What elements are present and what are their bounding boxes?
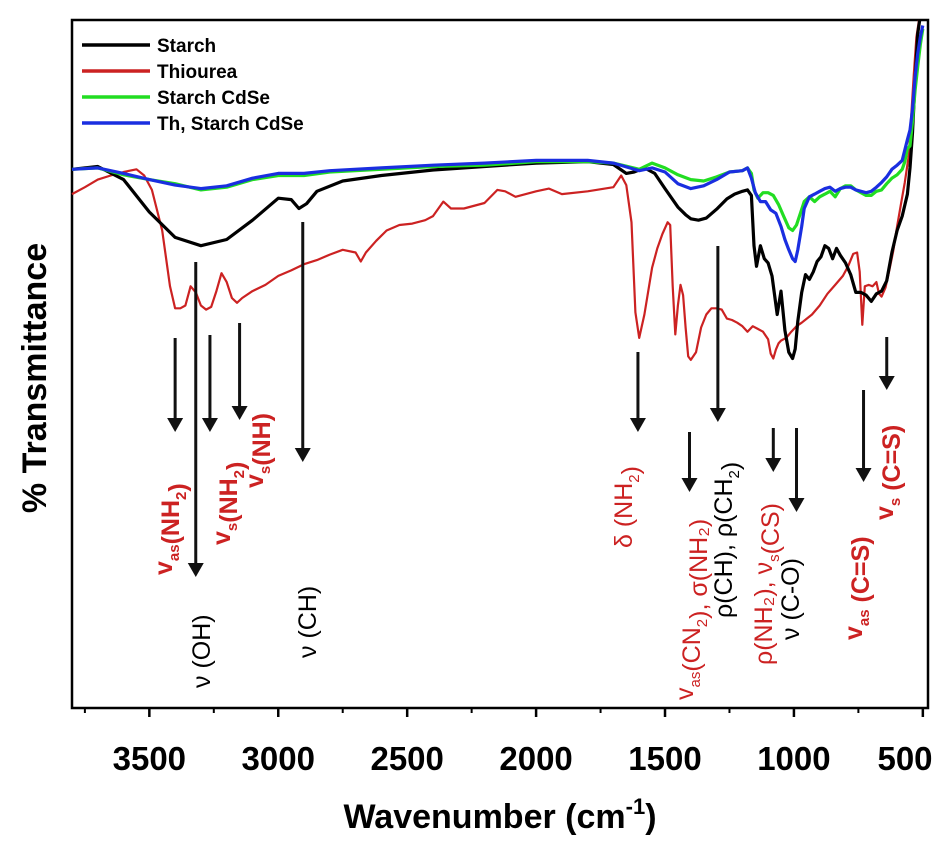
annotation-vas-cn2: vas(CN2), σ(NH₂) — [671, 519, 713, 700]
annotation-v-co: ν (C-O) — [777, 558, 805, 640]
x-tick-label-1000: 1000 — [757, 740, 830, 777]
peak-annotations: vas(NH2) vs(NH2)vs(NH) ν (OH) ν (CH) δ (NH2)… — [150, 413, 906, 700]
series-line-starch — [71, 19, 922, 361]
series-line-th-starch-cdse — [71, 25, 925, 264]
arrowhead-vs-nh2 — [201, 418, 218, 432]
annotation-vs-nh: vs(NH) — [241, 413, 276, 488]
arrowhead-vas-cn2 — [681, 478, 698, 492]
arrowhead-vs-nh — [231, 406, 248, 420]
legend: Starch Thiourea Starch CdSe Th, Starch CdSe — [82, 36, 304, 135]
annotation-v-oh: ν (OH) — [188, 614, 216, 688]
x-tick-label-3000: 3000 — [242, 740, 315, 777]
x-ticks: 3500 3000 2500 2000 1500 1000 500 — [83, 708, 933, 777]
x-axis-title: Wavenumber (cm-1) — [343, 794, 656, 836]
arrowhead-rho-nh2 — [765, 458, 782, 472]
arrowhead-vas-nh2 — [167, 418, 184, 432]
arrowhead-v-co — [788, 498, 805, 512]
legend-label: Starch — [157, 36, 216, 57]
annotation-delta-nh2: δ (NH2) — [610, 466, 645, 548]
arrowhead-vas-cs — [855, 468, 872, 482]
x-tick-label-2000: 2000 — [499, 740, 572, 777]
arrowhead-v-oh — [187, 563, 204, 577]
arrowhead-delta-nh2 — [629, 418, 646, 432]
annotation-v-ch: ν (CH) — [294, 586, 322, 658]
x-tick-label-2500: 2500 — [370, 740, 443, 777]
annotation-rho-ch: ρ(CH), ρ(CH2) — [710, 462, 745, 618]
annotation-vs-cs: vs (C=S) — [871, 425, 906, 520]
x-tick-label-1500: 1500 — [628, 740, 701, 777]
y-axis-title: % Transmittance — [16, 243, 54, 513]
x-tick-label-500: 500 — [877, 740, 932, 777]
x-tick-label-3500: 3500 — [113, 740, 186, 777]
legend-label: Thiourea — [157, 62, 238, 83]
annotation-vs-nh2: vs(NH2) — [208, 462, 250, 545]
arrowhead-rho-ch — [709, 408, 726, 422]
legend-label: Th, Starch CdSe — [157, 114, 304, 135]
legend-label: Starch CdSe — [157, 88, 270, 109]
series-line-thiourea — [71, 19, 921, 361]
annotation-vas-nh2: vas(NH2) — [150, 483, 192, 575]
annotation-vas-cs: vas (C=S) — [840, 536, 875, 640]
annotation-rho-nh2: ρ(NH₂), νs(CS) — [750, 503, 785, 665]
plot-frame — [70, 18, 930, 710]
peak-arrows — [167, 222, 895, 577]
series-lines — [71, 19, 925, 361]
arrowhead-vs-cs — [878, 376, 895, 390]
arrowhead-v-ch — [294, 448, 311, 462]
